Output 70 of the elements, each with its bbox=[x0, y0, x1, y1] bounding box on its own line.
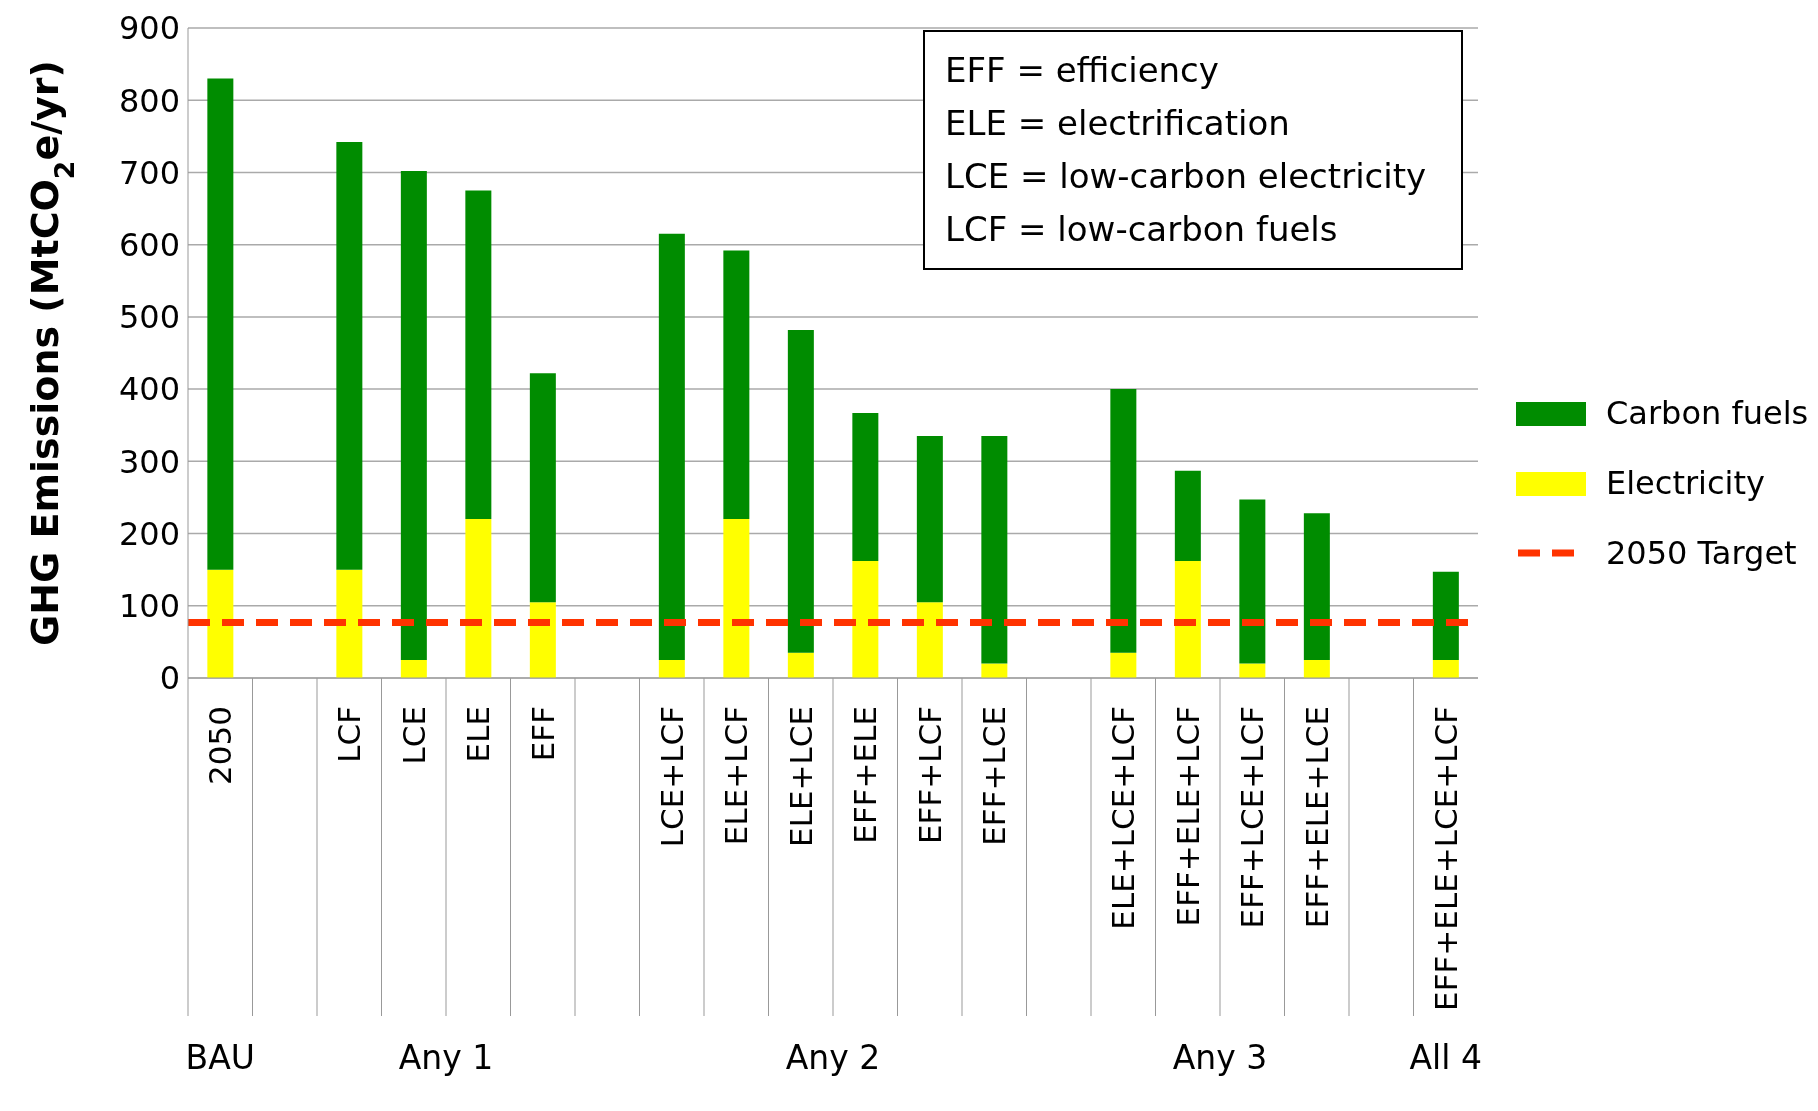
annotation: LCF = low-carbon fuels bbox=[945, 208, 1339, 251]
bar bbox=[723, 250, 750, 520]
bar bbox=[1303, 513, 1330, 660]
y-tick-label: 700 bbox=[118, 153, 180, 192]
y-tick-label: 600 bbox=[118, 226, 180, 265]
x-tick-label: ELE bbox=[460, 706, 497, 763]
bar bbox=[981, 436, 1008, 664]
text: Any 2 bbox=[784, 1038, 882, 1077]
bar bbox=[852, 561, 879, 678]
x-tick-label: EFF+ELE bbox=[847, 706, 884, 844]
bar bbox=[336, 569, 363, 678]
bar bbox=[1110, 652, 1137, 678]
y-tick-label: 500 bbox=[118, 298, 180, 337]
y-tick-label: 0 bbox=[159, 659, 180, 698]
y-tick-label: 800 bbox=[118, 81, 180, 120]
x-tick-label: EFF+LCE+LCF bbox=[1234, 706, 1271, 929]
bar bbox=[207, 78, 234, 570]
text: Any 3 bbox=[1171, 1038, 1269, 1077]
bar bbox=[1174, 470, 1201, 561]
bar bbox=[336, 142, 363, 570]
x-tick-label: EFF+ELE+LCE+LCF bbox=[1427, 706, 1464, 1011]
y-tick-label: 400 bbox=[118, 370, 180, 409]
bar bbox=[529, 373, 556, 603]
bar bbox=[787, 329, 814, 653]
y-tick-label: 900 bbox=[118, 9, 180, 48]
legend-label: Carbon fuels bbox=[1606, 394, 1809, 432]
y-tick-label: 100 bbox=[118, 587, 180, 626]
x-tick-label: LCF bbox=[331, 706, 368, 763]
bar bbox=[400, 659, 427, 678]
bar bbox=[465, 190, 492, 520]
x-tick-label: LCE+LCF bbox=[653, 706, 690, 848]
bar bbox=[529, 602, 556, 678]
bar bbox=[981, 663, 1008, 678]
bar bbox=[1303, 659, 1330, 678]
bar bbox=[852, 412, 879, 561]
text: All 4 bbox=[1408, 1038, 1483, 1077]
annotation: LCE = low-carbon electricity bbox=[945, 155, 1428, 198]
bar bbox=[465, 519, 492, 678]
x-tick-label: EFF bbox=[524, 706, 561, 762]
bar bbox=[1239, 663, 1266, 678]
bar bbox=[916, 436, 943, 603]
x-tick-label: ELE+LCF bbox=[718, 706, 755, 846]
annotation: ELE = electrification bbox=[945, 102, 1291, 145]
y-tick-label: 300 bbox=[118, 442, 180, 481]
bar bbox=[1174, 561, 1201, 678]
text: Any 1 bbox=[397, 1038, 495, 1077]
bar bbox=[1432, 571, 1459, 660]
bar bbox=[207, 569, 234, 678]
bar bbox=[723, 519, 750, 678]
annotation: EFF = efficiency bbox=[945, 49, 1220, 92]
bar bbox=[1239, 499, 1266, 664]
legend-label: Electricity bbox=[1606, 464, 1765, 502]
bar bbox=[1110, 389, 1137, 653]
legend-label: 2050 Target bbox=[1606, 534, 1797, 572]
x-tick-label: EFF+LCF bbox=[911, 706, 948, 844]
bar bbox=[916, 602, 943, 678]
x-tick-label: 2050 bbox=[202, 706, 239, 785]
x-tick-label: ELE+LCE bbox=[782, 706, 819, 847]
bar bbox=[658, 233, 685, 660]
y-tick-label: 200 bbox=[118, 514, 180, 553]
bar bbox=[787, 652, 814, 678]
x-tick-label: ELE+LCE+LCF bbox=[1105, 706, 1142, 930]
x-tick-label: EFF+ELE+LCF bbox=[1169, 706, 1206, 927]
x-tick-label: EFF+ELE+LCE bbox=[1298, 706, 1335, 929]
x-tick-label: EFF+LCE bbox=[976, 706, 1013, 846]
bar bbox=[658, 659, 685, 678]
text: BAU bbox=[184, 1038, 256, 1077]
bar bbox=[400, 171, 427, 660]
x-tick-label: LCE bbox=[395, 706, 432, 765]
bar bbox=[1432, 659, 1459, 678]
